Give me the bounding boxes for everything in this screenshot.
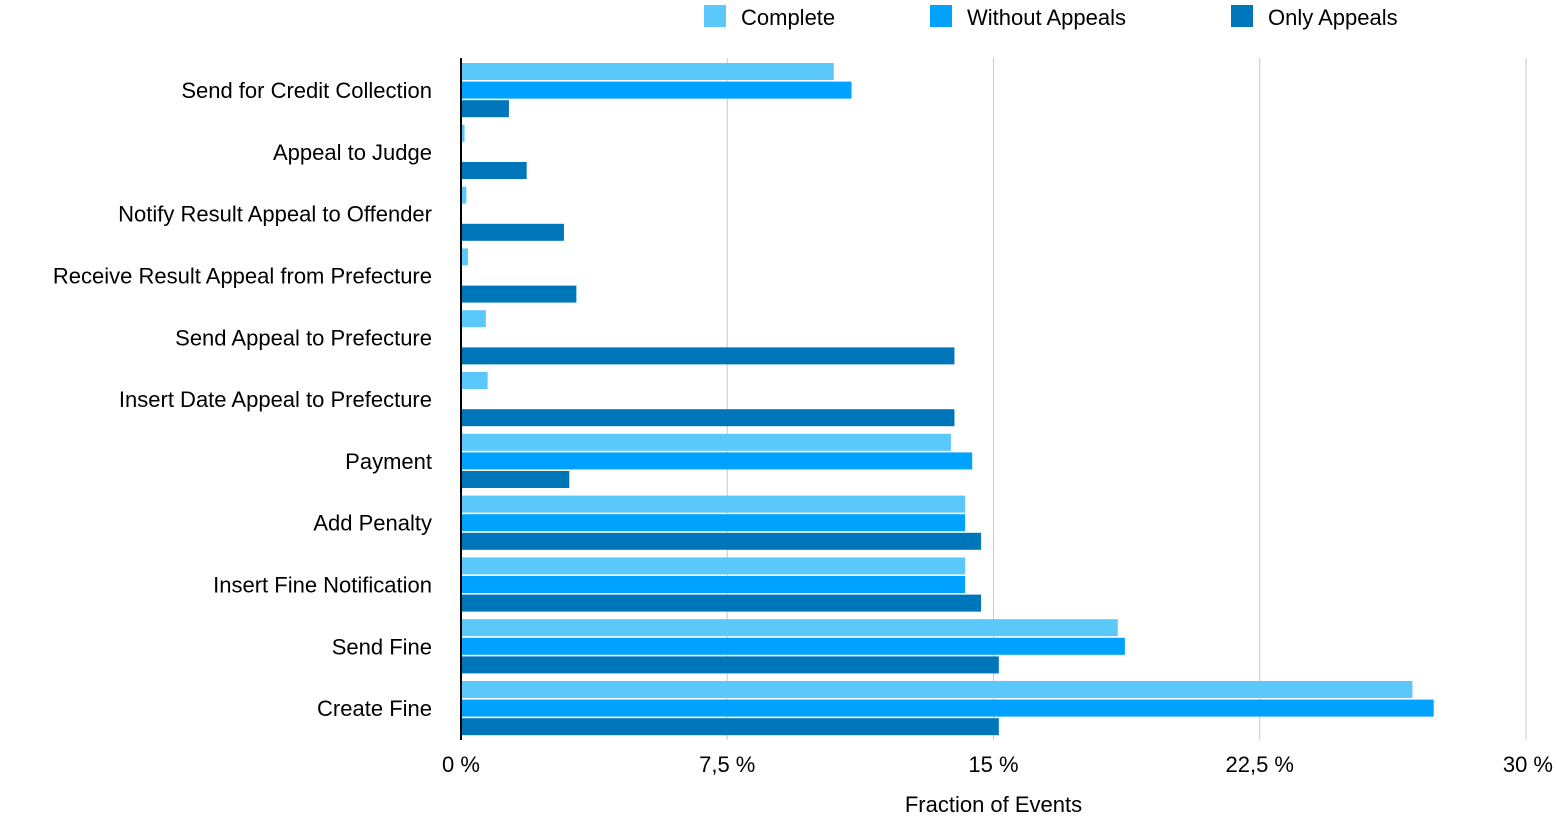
category-label: Insert Date Appeal to Prefecture	[119, 387, 432, 412]
category-labels: Send for Credit Collection Appeal to Judg…	[53, 78, 432, 721]
bar	[461, 557, 966, 575]
x-axis-title: Fraction of Events	[905, 792, 1082, 817]
legend-swatch	[704, 5, 726, 27]
bar	[461, 619, 1118, 637]
legend-swatch	[1231, 5, 1253, 27]
bar-group	[461, 248, 577, 303]
x-tick-labels: 0 % 7,5 % 15 % 22,5 % 30 %	[442, 752, 1553, 777]
bar	[461, 656, 999, 674]
bar-group	[461, 557, 982, 612]
bars	[461, 63, 1434, 736]
bar	[461, 186, 467, 204]
bar-group	[461, 186, 564, 241]
x-tick-label: 7,5 %	[699, 752, 755, 777]
legend-item: Without Appeals	[930, 5, 1126, 30]
x-tick-label: 0 %	[442, 752, 480, 777]
category-label: Receive Result Appeal from Prefecture	[53, 264, 432, 289]
bar	[461, 699, 1434, 717]
legend-item: Complete	[704, 5, 835, 30]
x-tick-label: 30 %	[1503, 752, 1553, 777]
bar-group	[461, 372, 955, 427]
bar	[461, 124, 465, 142]
category-label: Send Appeal to Prefecture	[175, 325, 432, 350]
bar	[461, 576, 966, 593]
bar	[461, 347, 955, 365]
legend-label: Without Appeals	[967, 5, 1126, 30]
bar	[461, 285, 577, 303]
bar	[461, 594, 982, 612]
legend-label: Only Appeals	[1268, 5, 1398, 30]
bar	[461, 681, 1413, 698]
bar	[461, 718, 999, 736]
category-label: Insert Fine Notification	[213, 573, 432, 598]
bar	[461, 433, 951, 451]
legend-item: Only Appeals	[1231, 5, 1398, 30]
bar-group	[461, 63, 852, 118]
category-label: Notify Result Appeal to Offender	[118, 202, 432, 227]
bar	[461, 81, 852, 99]
category-label: Appeal to Judge	[273, 140, 432, 165]
category-label: Send Fine	[332, 634, 432, 659]
bar	[461, 495, 966, 513]
category-label: Payment	[345, 449, 432, 474]
bar	[461, 310, 486, 328]
category-label: Add Penalty	[313, 511, 432, 536]
category-label: Send for Credit Collection	[181, 78, 432, 103]
bar	[461, 532, 982, 550]
bar-group	[461, 433, 973, 488]
bar	[461, 452, 973, 470]
bar-group	[461, 495, 982, 550]
bar	[461, 372, 488, 389]
bar-group	[461, 681, 1434, 736]
bar-group	[461, 619, 1125, 674]
legend: Complete Without Appeals Only Appeals	[704, 5, 1398, 30]
x-tick-label: 15 %	[968, 752, 1018, 777]
bar	[461, 471, 570, 488]
bar-group	[461, 310, 955, 365]
legend-swatch	[930, 5, 952, 27]
bar	[461, 63, 834, 80]
gridlines	[726, 58, 1527, 740]
bar-group	[461, 124, 527, 179]
bar	[461, 223, 564, 241]
bar	[461, 100, 509, 118]
bar	[461, 637, 1125, 655]
category-label: Create Fine	[317, 696, 432, 721]
bar	[461, 514, 966, 532]
bar	[461, 248, 469, 266]
x-tick-label: 22,5 %	[1226, 752, 1295, 777]
legend-label: Complete	[741, 5, 835, 30]
bar	[461, 409, 955, 427]
bar	[461, 162, 527, 179]
